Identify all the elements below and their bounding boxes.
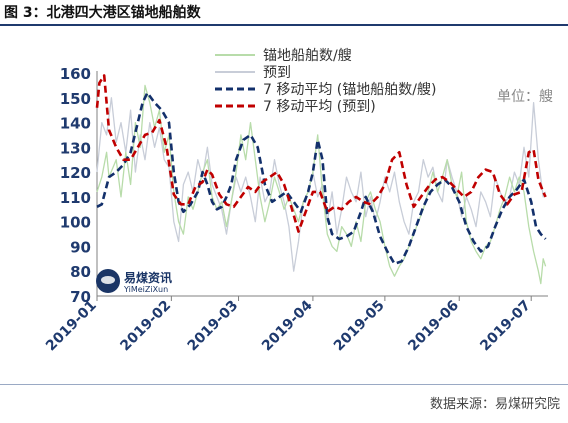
unit-label: 单位：艘 — [497, 89, 553, 105]
y-tick-label: 120 — [60, 164, 91, 182]
figure-title: 图 3：北港四大港区锚地船舶数 — [4, 5, 201, 21]
legend-label: 预到 — [263, 65, 291, 81]
y-tick-label: 160 — [60, 65, 91, 83]
legend-label: 7 移动平均 (预到) — [263, 99, 376, 115]
x-tick-label: 2019-01 — [43, 298, 100, 355]
y-tick-label: 110 — [60, 189, 91, 207]
watermark-logo: 易煤资讯 YiMeiZiXun — [96, 269, 186, 297]
logo-text-en: YiMeiZiXun — [124, 285, 169, 294]
y-tick-label: 90 — [70, 238, 91, 256]
title-rule — [0, 24, 568, 26]
x-tick-label: 2019-03 — [185, 298, 242, 355]
source-note: 数据来源：易煤研究院 — [429, 397, 560, 412]
y-tick-label: 70 — [70, 288, 91, 306]
legend-label: 锚地船舶数/艘 — [263, 48, 352, 64]
source-rule — [0, 384, 568, 385]
y-tick-label: 80 — [70, 263, 91, 281]
x-tick-label: 2019-07 — [477, 298, 534, 355]
series-line-ship-ma7 — [96, 91, 547, 266]
y-tick-label: 130 — [60, 139, 91, 157]
series-line-forecast-ma7 — [95, 74, 547, 233]
x-tick-label: 2019-06 — [405, 298, 462, 355]
x-tick-label: 2019-02 — [117, 298, 174, 355]
legend-label: 7 移动平均 (锚地船舶数/艘) — [263, 82, 436, 98]
x-tick-label: 2019-04 — [259, 297, 316, 354]
x-tick-label: 2019-05 — [331, 298, 388, 355]
y-tick-label: 100 — [60, 214, 91, 232]
y-tick-label: 140 — [60, 115, 91, 133]
logo-icon — [96, 269, 120, 293]
logo-text-cn: 易煤资讯 — [124, 271, 173, 285]
y-tick-label: 150 — [60, 90, 91, 108]
